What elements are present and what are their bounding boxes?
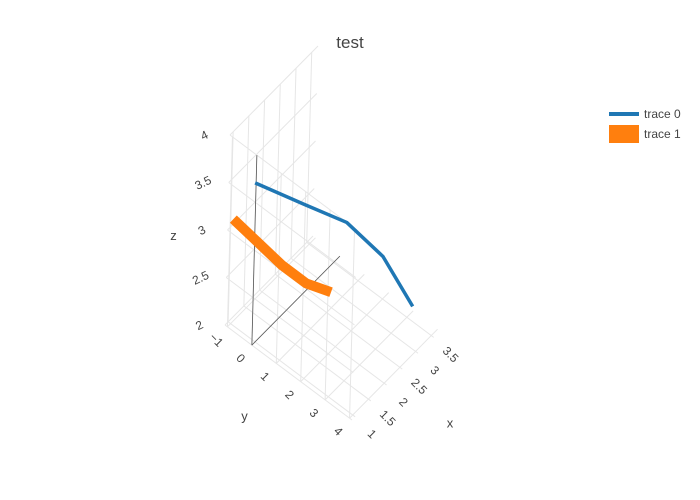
- y-tick-label: 1: [258, 369, 273, 384]
- grid-line-x-side: [290, 68, 297, 259]
- x-tick-label: 2: [396, 395, 411, 410]
- grid-line-x-side: [259, 100, 266, 291]
- z-tick-label: 2.5: [190, 268, 211, 288]
- grid-line-x-floor: [274, 273, 403, 370]
- grid-line-y-floor: [324, 310, 414, 401]
- grid-line-z-back: [229, 134, 358, 231]
- y-tick-label: 3: [307, 406, 322, 421]
- y-tick-label: −1: [206, 330, 226, 350]
- grid-line-z-side: [224, 235, 314, 326]
- grid-line-z-back: [224, 324, 353, 421]
- legend-swatch-trace-1: [609, 124, 639, 143]
- grid-line-x-side: [306, 52, 313, 243]
- x-tick-label: 1: [365, 427, 380, 442]
- grid-line-x-floor: [306, 241, 435, 338]
- z-tick-label: 3: [196, 222, 208, 238]
- grid-line-y-back: [324, 209, 331, 400]
- y-tick-label: 2: [282, 387, 297, 402]
- x-axis-title: x: [447, 416, 454, 431]
- grid-line-y-floor: [300, 292, 390, 382]
- series-line-trace-0[interactable]: [254, 181, 415, 308]
- zero-line-y-floor: [251, 255, 341, 346]
- z-axis-title: z: [170, 228, 177, 243]
- grid-line-z-side: [229, 45, 319, 136]
- legend-item-trace-1[interactable]: trace 1: [609, 124, 681, 143]
- grid-line-x-side: [243, 115, 250, 306]
- y-axis-title: y: [241, 409, 248, 424]
- legend-label-trace-1: trace 1: [644, 126, 681, 141]
- y-tick-label: 4: [331, 424, 346, 439]
- x-tick-label: 2.5: [408, 375, 430, 397]
- legend-item-trace-0[interactable]: trace 0: [609, 105, 681, 123]
- grid-line-z-side: [227, 140, 316, 231]
- legend-label-trace-0: trace 0: [644, 107, 681, 121]
- grid-line-z-side: [228, 93, 318, 183]
- series-line-trace-1[interactable]: [229, 215, 333, 297]
- x-tick-label: 3.5: [440, 344, 462, 366]
- grid-line-x-floor: [243, 305, 372, 402]
- y-tick-label: 0: [233, 351, 248, 366]
- grid-line-y-floor: [349, 328, 438, 419]
- legend: trace 0 trace 1: [609, 105, 681, 144]
- z-tick-label: 4: [198, 127, 210, 143]
- grid-line-x-floor: [259, 289, 387, 386]
- x-tick-label: 3: [428, 363, 443, 378]
- grid-line-y-floor: [275, 274, 365, 364]
- chart-title: test: [336, 33, 364, 52]
- grid-line-x-floor: [227, 321, 356, 418]
- grid-line-y-back: [349, 228, 356, 419]
- grid-line-y-back: [226, 136, 233, 327]
- grid-line-z-back: [225, 277, 354, 373]
- grid-line-x-side: [227, 131, 234, 322]
- zero-line-y-wall: [251, 155, 258, 346]
- z-tick-label: 2: [193, 317, 205, 333]
- grid-line-x-floor: [290, 257, 419, 354]
- legend-swatch-trace-0: [609, 112, 639, 116]
- z-tick-label: 3.5: [193, 173, 214, 193]
- x-tick-label: 1.5: [377, 407, 399, 429]
- grid-line-x-side: [274, 84, 281, 275]
- grid-line-y-floor: [227, 237, 316, 328]
